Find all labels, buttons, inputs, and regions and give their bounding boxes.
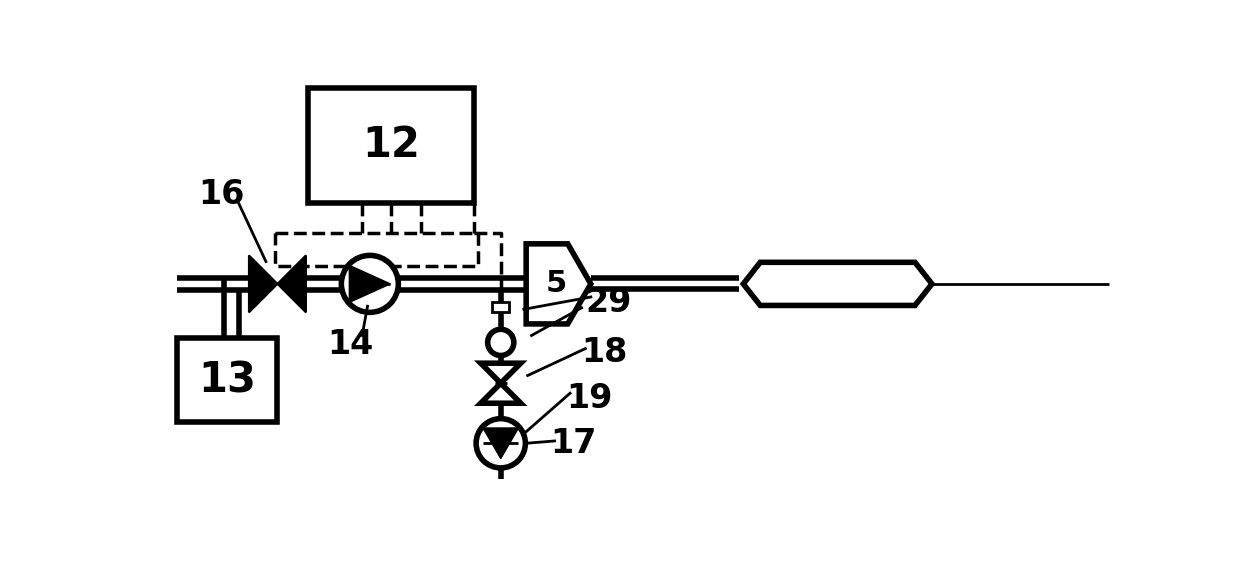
Bar <box>177 338 278 422</box>
Circle shape <box>487 329 513 356</box>
Text: 12: 12 <box>362 123 420 166</box>
Text: 13: 13 <box>198 359 257 401</box>
Polygon shape <box>278 255 306 312</box>
Text: 29: 29 <box>585 286 631 319</box>
Circle shape <box>341 255 398 312</box>
Polygon shape <box>481 383 521 403</box>
Polygon shape <box>484 428 518 459</box>
Polygon shape <box>350 265 391 302</box>
Bar <box>492 302 510 312</box>
Polygon shape <box>481 363 521 383</box>
Text: 5: 5 <box>546 269 567 298</box>
Bar <box>309 88 474 203</box>
Text: 14: 14 <box>327 328 373 361</box>
Circle shape <box>476 419 526 468</box>
Text: 17: 17 <box>551 427 598 460</box>
Text: 16: 16 <box>198 178 244 211</box>
Polygon shape <box>249 255 278 312</box>
Polygon shape <box>526 244 590 324</box>
Text: 19: 19 <box>567 382 613 415</box>
Polygon shape <box>743 262 932 306</box>
Text: 18: 18 <box>582 336 627 369</box>
